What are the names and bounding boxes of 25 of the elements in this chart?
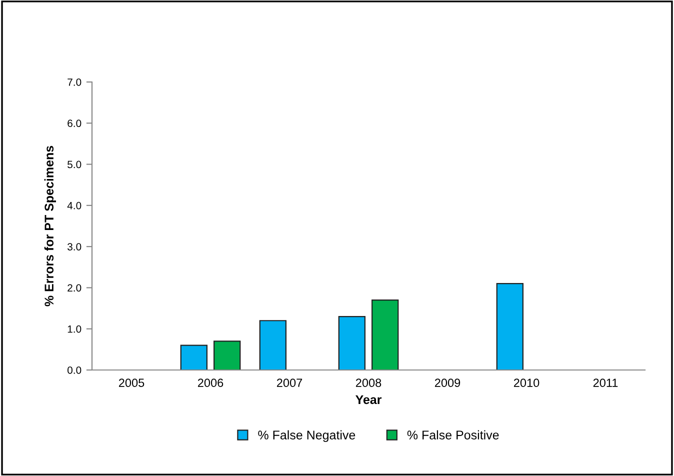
bar <box>214 340 241 370</box>
y-tick-label: 1.0 <box>68 325 82 333</box>
bar <box>180 344 208 370</box>
bar <box>372 300 399 370</box>
y-tick-label: 5.0 <box>68 160 82 168</box>
legend-label: % False Negative <box>258 430 356 442</box>
x-tick-label: 2009 <box>434 378 460 388</box>
bar <box>338 316 366 370</box>
x-tick-label: 2005 <box>118 378 144 388</box>
legend-label: % False Positive <box>407 430 499 440</box>
y-tick-label: 2.0 <box>68 284 82 292</box>
x-tick-label: 2008 <box>356 378 382 388</box>
bar <box>259 320 286 370</box>
x-tick-label: 2007 <box>276 378 302 388</box>
x-tick-label: 2006 <box>198 378 224 388</box>
x-tick-label: 2011 <box>593 378 618 388</box>
y-tick-label: 6.0 <box>68 120 82 128</box>
x-tick-label: 2010 <box>514 378 540 388</box>
y-tick-label: 3.0 <box>68 243 82 250</box>
y-tick-label: 0.0 <box>68 366 82 374</box>
x-axis-title: Year <box>356 395 382 404</box>
bar <box>496 283 524 370</box>
y-tick-label: 7.0 <box>68 78 82 86</box>
y-tick-label: 4.0 <box>67 202 82 210</box>
y-axis-title: % Errors for PT Specimens <box>44 146 56 306</box>
